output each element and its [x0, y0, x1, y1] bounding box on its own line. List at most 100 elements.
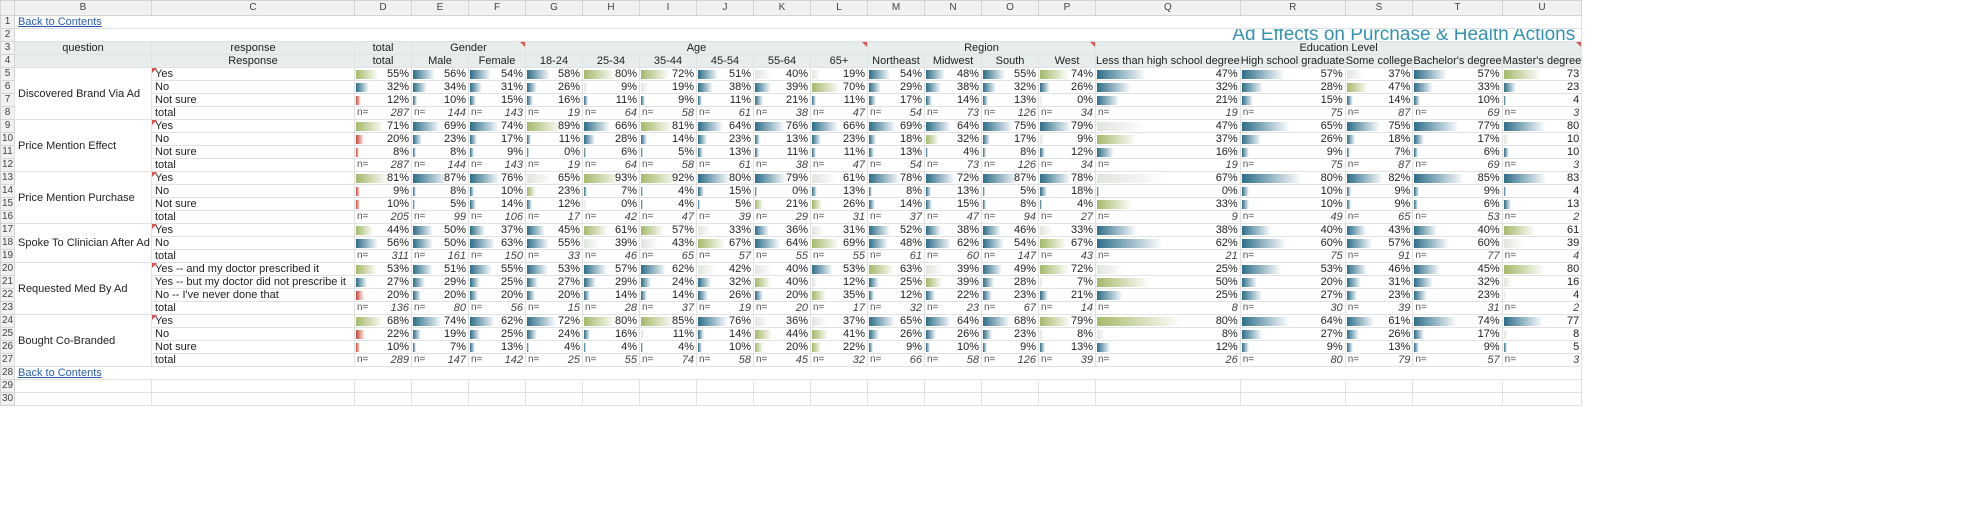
- row-header-23[interactable]: 23: [0, 301, 15, 315]
- empty-cell[interactable]: [924, 379, 982, 393]
- empty-cell[interactable]: [1239, 392, 1346, 406]
- column-header-N[interactable]: N: [924, 0, 982, 16]
- column-header-L[interactable]: L: [810, 0, 868, 16]
- empty-cell[interactable]: [14, 379, 152, 393]
- row-header-7[interactable]: 7: [0, 93, 15, 107]
- empty-cell[interactable]: [411, 379, 469, 393]
- row-header-5[interactable]: 5: [0, 67, 15, 81]
- column-header-P[interactable]: P: [1038, 0, 1096, 16]
- empty-cell[interactable]: [411, 392, 469, 406]
- column-header-I[interactable]: I: [639, 0, 697, 16]
- empty-cell[interactable]: [753, 379, 811, 393]
- column-header-E[interactable]: E: [411, 0, 469, 16]
- value-cell: 60%: [1239, 236, 1346, 250]
- value-text: 64%: [1320, 315, 1343, 327]
- column-header-C[interactable]: C: [151, 0, 355, 16]
- row-header-4[interactable]: 4: [0, 54, 15, 68]
- row-header-29[interactable]: 29: [0, 379, 15, 393]
- empty-cell[interactable]: [981, 379, 1039, 393]
- row-header-25[interactable]: 25: [0, 327, 15, 341]
- empty-cell[interactable]: [1412, 392, 1503, 406]
- empty-cell[interactable]: [867, 379, 925, 393]
- row-header-15[interactable]: 15: [0, 197, 15, 211]
- row-header-3[interactable]: 3: [0, 41, 15, 55]
- n-prefix: n=: [1415, 159, 1427, 171]
- column-header-B[interactable]: B: [14, 0, 152, 16]
- empty-cell[interactable]: [14, 392, 152, 406]
- empty-cell[interactable]: [354, 392, 412, 406]
- row-header-9[interactable]: 9: [0, 119, 15, 133]
- row-header-16[interactable]: 16: [0, 210, 15, 224]
- empty-cell[interactable]: [1095, 379, 1241, 393]
- column-header-J[interactable]: J: [696, 0, 754, 16]
- empty-cell[interactable]: [151, 379, 355, 393]
- column-header-R[interactable]: R: [1239, 0, 1346, 16]
- column-header-Q[interactable]: Q: [1095, 0, 1241, 16]
- value-text: 74%: [443, 315, 466, 327]
- empty-cell[interactable]: [810, 379, 868, 393]
- empty-cell[interactable]: [924, 392, 982, 406]
- empty-cell[interactable]: [981, 392, 1039, 406]
- empty-cell[interactable]: [1038, 392, 1096, 406]
- row-header-6[interactable]: 6: [0, 80, 15, 94]
- back-to-contents-link[interactable]: Back to Contents: [18, 16, 102, 28]
- row-header-21[interactable]: 21: [0, 275, 15, 289]
- row-header-20[interactable]: 20: [0, 262, 15, 276]
- value-text: 13%: [728, 146, 751, 158]
- empty-cell[interactable]: [753, 392, 811, 406]
- empty-cell[interactable]: [1038, 379, 1096, 393]
- back-to-contents-link-bottom[interactable]: Back to Contents: [18, 367, 102, 379]
- column-header-M[interactable]: M: [867, 0, 925, 16]
- value-cell: 62%: [639, 262, 697, 276]
- empty-cell[interactable]: [1412, 379, 1503, 393]
- empty-cell[interactable]: [468, 379, 526, 393]
- empty-cell[interactable]: [354, 379, 412, 393]
- row-header-14[interactable]: 14: [0, 184, 15, 198]
- empty-cell[interactable]: [468, 392, 526, 406]
- column-header-H[interactable]: H: [582, 0, 640, 16]
- row-header-12[interactable]: 12: [0, 158, 15, 172]
- row-header-27[interactable]: 27: [0, 353, 15, 367]
- row-header-1[interactable]: 1: [0, 15, 15, 29]
- column-header-T[interactable]: T: [1412, 0, 1503, 16]
- row-header-26[interactable]: 26: [0, 340, 15, 354]
- row-header-24[interactable]: 24: [0, 314, 15, 328]
- column-header-O[interactable]: O: [981, 0, 1039, 16]
- row-header-11[interactable]: 11: [0, 145, 15, 159]
- row-header-17[interactable]: 17: [0, 223, 15, 237]
- row-header-30[interactable]: 30: [0, 392, 15, 406]
- empty-cell[interactable]: [639, 392, 697, 406]
- row-header-10[interactable]: 10: [0, 132, 15, 146]
- column-header-D[interactable]: D: [354, 0, 412, 16]
- row-header-19[interactable]: 19: [0, 249, 15, 263]
- column-header-S[interactable]: S: [1344, 0, 1414, 16]
- empty-cell[interactable]: [1501, 392, 1583, 406]
- row-header-18[interactable]: 18: [0, 236, 15, 250]
- empty-cell[interactable]: [1344, 392, 1414, 406]
- row-header-22[interactable]: 22: [0, 288, 15, 302]
- empty-cell[interactable]: [1095, 392, 1241, 406]
- empty-cell[interactable]: [525, 379, 583, 393]
- column-header-U[interactable]: U: [1501, 0, 1583, 16]
- row-header-13[interactable]: 13: [0, 171, 15, 185]
- row-header-8[interactable]: 8: [0, 106, 15, 120]
- column-header-G[interactable]: G: [525, 0, 583, 16]
- row-header-2[interactable]: 2: [0, 28, 15, 42]
- empty-cell[interactable]: [1239, 379, 1346, 393]
- empty-cell[interactable]: [582, 392, 640, 406]
- response-label: total: [151, 353, 355, 367]
- select-all-corner[interactable]: [0, 0, 15, 16]
- empty-cell[interactable]: [696, 379, 754, 393]
- empty-cell[interactable]: [696, 392, 754, 406]
- empty-cell[interactable]: [810, 392, 868, 406]
- empty-cell[interactable]: [1501, 379, 1583, 393]
- empty-cell[interactable]: [639, 379, 697, 393]
- column-header-K[interactable]: K: [753, 0, 811, 16]
- empty-cell[interactable]: [582, 379, 640, 393]
- empty-cell[interactable]: [867, 392, 925, 406]
- empty-cell[interactable]: [525, 392, 583, 406]
- empty-cell[interactable]: [151, 392, 355, 406]
- empty-cell[interactable]: [1344, 379, 1414, 393]
- row-header-28[interactable]: 28: [0, 366, 15, 380]
- column-header-F[interactable]: F: [468, 0, 526, 16]
